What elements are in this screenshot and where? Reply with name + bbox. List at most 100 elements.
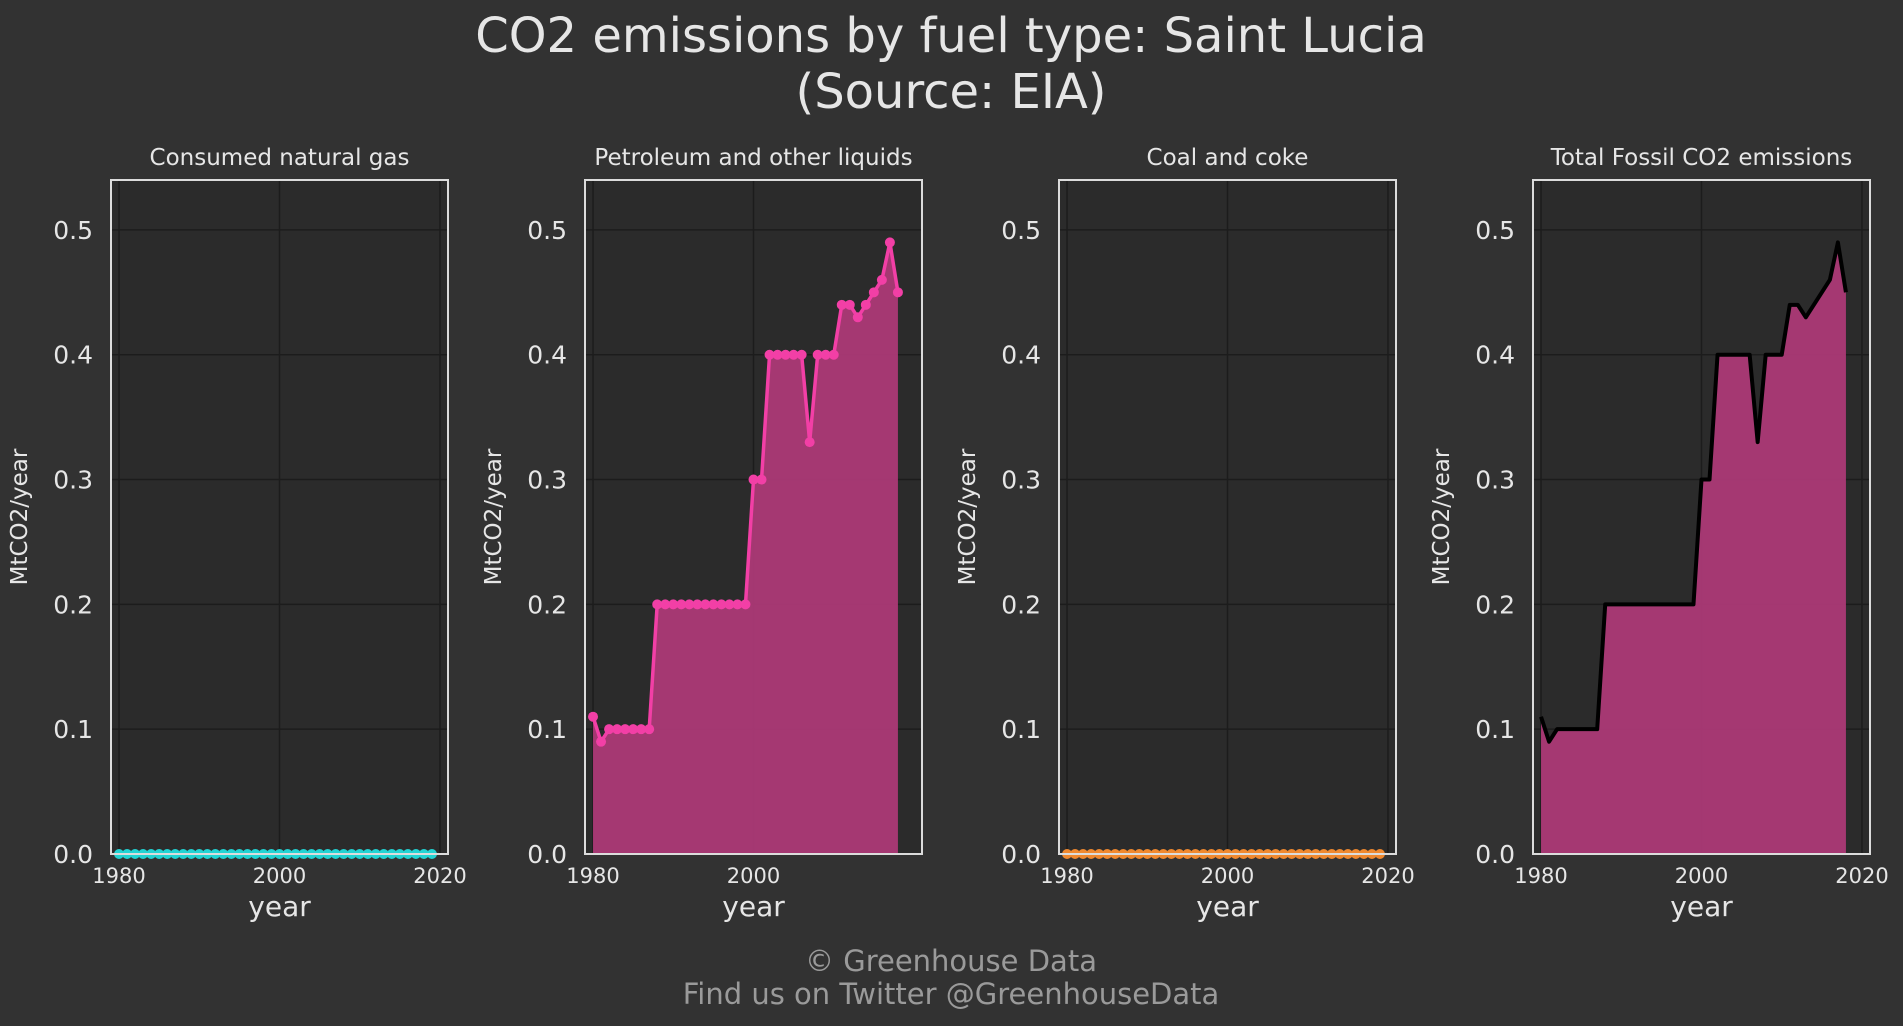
chart-title: CO2 emissions by fuel type: Saint Lucia — [475, 8, 1427, 64]
chart-panel-2: 0.0 0.1 0.2 0.3 0.4 0.5 1980 2000 Petroleum and … — [481, 145, 923, 923]
data-point — [628, 724, 639, 735]
data-point — [876, 274, 887, 285]
data-point — [844, 299, 855, 310]
y-tick-label: 0.3 — [1475, 466, 1515, 495]
data-point — [756, 474, 767, 485]
x-tick-label: 2000 — [253, 864, 306, 888]
x-tick-label: 2000 — [727, 864, 780, 888]
data-point — [588, 711, 599, 722]
data-point — [772, 349, 783, 360]
data-point — [804, 437, 815, 448]
panel-title: Total Fossil CO2 emissions — [1550, 145, 1853, 171]
data-point — [740, 599, 751, 610]
chart-panel-1: 0.0 0.1 0.2 0.3 0.4 0.5 1980 2000 2020 Consumed n… — [7, 145, 467, 923]
data-point — [612, 724, 623, 735]
chart-subtitle: (Source: EIA) — [795, 64, 1106, 120]
y-tick-label: 0.5 — [527, 216, 567, 245]
x-axis-label: year — [1196, 890, 1259, 923]
data-point — [620, 724, 631, 735]
data-point — [732, 599, 743, 610]
plot-frame — [1532, 179, 1871, 855]
data-point — [812, 349, 823, 360]
data-point — [676, 599, 687, 610]
y-tick-label: 0.2 — [53, 590, 93, 619]
data-point — [852, 312, 863, 323]
panel-title: Petroleum and other liquids — [594, 145, 912, 171]
y-tick-label: 0.0 — [1001, 840, 1041, 869]
y-tick-label: 0.2 — [1475, 590, 1515, 619]
data-point — [796, 349, 807, 360]
data-point — [644, 724, 655, 735]
y-tick-label: 0.5 — [1475, 216, 1515, 245]
data-point — [820, 349, 831, 360]
x-tick-label: 1980 — [1040, 864, 1093, 888]
series-line — [1539, 240, 1848, 744]
y-tick-label: 0.3 — [527, 466, 567, 495]
y-tick-label: 0.2 — [1001, 590, 1041, 619]
y-tick-label: 0.1 — [1001, 715, 1041, 744]
y-axis-label: MtCO2/year — [481, 448, 507, 585]
x-axis-label: year — [722, 890, 785, 923]
data-point — [884, 237, 895, 248]
data-point — [684, 599, 695, 610]
y-tick-label: 0.1 — [527, 715, 567, 744]
credit-twitter: Find us on Twitter @GreenhouseData — [683, 977, 1220, 1011]
y-tick-label: 0.3 — [53, 466, 93, 495]
y-tick-label: 0.3 — [1001, 466, 1041, 495]
data-point — [708, 599, 719, 610]
y-axis-label: MtCO2/year — [955, 448, 981, 585]
data-point — [860, 299, 871, 310]
series-area — [593, 242, 898, 854]
y-tick-label: 0.5 — [1001, 216, 1041, 245]
y-tick-label: 0.0 — [53, 840, 93, 869]
x-tick-label: 2000 — [1675, 864, 1728, 888]
chart-panel-3: 0.0 0.1 0.2 0.3 0.4 0.5 1980 2000 2020 Coal and c… — [955, 145, 1415, 923]
panel-title: Coal and coke — [1147, 145, 1309, 171]
data-point — [716, 599, 727, 610]
y-tick-label: 0.1 — [1475, 715, 1515, 744]
data-point — [828, 349, 839, 360]
y-tick-label: 0.2 — [527, 590, 567, 619]
data-point — [636, 724, 647, 735]
y-tick-label: 0.5 — [53, 216, 93, 245]
data-point — [836, 299, 847, 310]
x-axis-label: year — [248, 890, 311, 923]
plot-frame — [584, 179, 923, 855]
data-point — [652, 599, 663, 610]
x-tick-label: 1980 — [566, 864, 619, 888]
y-tick-label: 0.1 — [53, 715, 93, 744]
x-axis-label: year — [1670, 890, 1733, 923]
panels: 0.0 0.1 0.2 0.3 0.4 0.5 1980 2000 2020 Consumed n… — [7, 145, 1889, 923]
data-point — [692, 599, 703, 610]
x-tick-label: 2020 — [1361, 864, 1414, 888]
plot-frame — [110, 179, 449, 855]
data-point — [868, 287, 879, 298]
plot-frame — [1058, 179, 1397, 855]
x-tick-label: 2020 — [1835, 864, 1888, 888]
data-point — [604, 724, 615, 735]
x-tick-label: 2020 — [413, 864, 466, 888]
data-point — [748, 474, 759, 485]
data-point — [724, 599, 735, 610]
data-point — [780, 349, 791, 360]
y-tick-label: 0.0 — [527, 840, 567, 869]
data-point — [596, 736, 607, 747]
chart-panel-4: 0.0 0.1 0.2 0.3 0.4 0.5 1980 2000 2020 Total Foss… — [1429, 145, 1889, 923]
data-point — [660, 599, 671, 610]
y-axis-label: MtCO2/year — [7, 448, 33, 585]
y-tick-label: 0.4 — [1475, 341, 1515, 370]
x-tick-label: 2000 — [1201, 864, 1254, 888]
y-tick-label: 0.4 — [527, 341, 567, 370]
data-point — [764, 349, 775, 360]
y-axis-label: MtCO2/year — [1429, 448, 1455, 585]
series-area — [1541, 242, 1846, 854]
x-tick-label: 1980 — [92, 864, 145, 888]
panel-title: Consumed natural gas — [150, 145, 410, 171]
data-point — [788, 349, 799, 360]
y-tick-label: 0.4 — [1001, 341, 1041, 370]
y-tick-label: 0.0 — [1475, 840, 1515, 869]
credit-copyright: © Greenhouse Data — [805, 944, 1097, 978]
data-point — [700, 599, 711, 610]
x-tick-label: 1980 — [1514, 864, 1567, 888]
